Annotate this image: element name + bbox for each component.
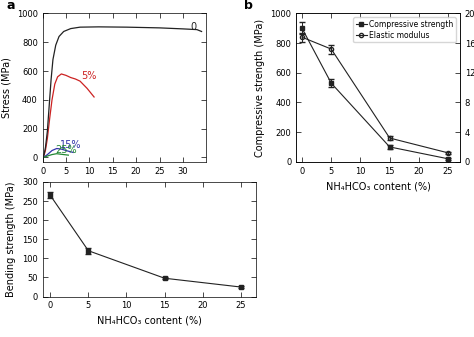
Legend: Compressive strength, Elastic modulus: Compressive strength, Elastic modulus <box>354 17 456 42</box>
Text: 15%: 15% <box>60 140 82 150</box>
Text: 5%: 5% <box>81 70 96 81</box>
X-axis label: NH₄HCO₃ content (%): NH₄HCO₃ content (%) <box>326 181 430 191</box>
X-axis label: Strain (%): Strain (%) <box>100 181 149 191</box>
Y-axis label: Compressive strength (MPa): Compressive strength (MPa) <box>255 19 265 157</box>
X-axis label: NH₄HCO₃ content (%): NH₄HCO₃ content (%) <box>97 316 202 326</box>
Text: b: b <box>244 0 253 12</box>
Text: 0: 0 <box>190 22 196 32</box>
Y-axis label: Bending strength (MPa): Bending strength (MPa) <box>6 182 17 297</box>
Text: 25%: 25% <box>56 145 77 155</box>
Text: a: a <box>7 0 15 12</box>
Y-axis label: Stress (MPa): Stress (MPa) <box>1 57 11 118</box>
